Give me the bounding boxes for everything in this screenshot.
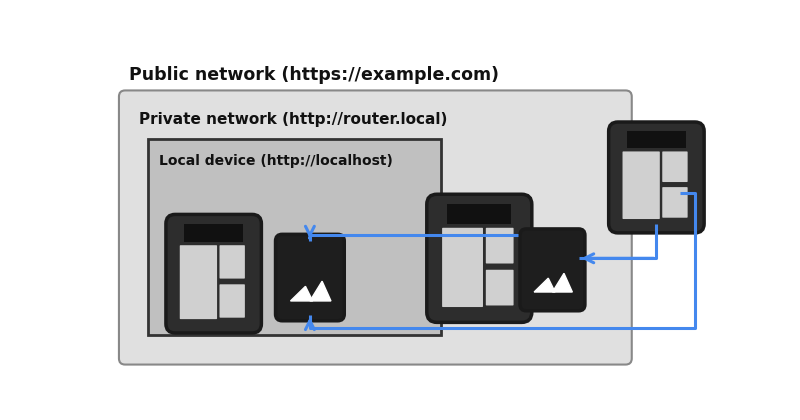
- FancyBboxPatch shape: [622, 152, 660, 219]
- FancyBboxPatch shape: [662, 152, 688, 182]
- Polygon shape: [553, 273, 572, 292]
- FancyBboxPatch shape: [148, 139, 441, 335]
- FancyBboxPatch shape: [119, 90, 632, 365]
- Polygon shape: [627, 131, 686, 148]
- Polygon shape: [447, 205, 511, 224]
- FancyBboxPatch shape: [219, 245, 245, 278]
- FancyBboxPatch shape: [520, 229, 585, 311]
- FancyBboxPatch shape: [662, 187, 688, 218]
- FancyBboxPatch shape: [442, 228, 483, 307]
- Text: Private network (http://router.local): Private network (http://router.local): [139, 112, 447, 127]
- FancyBboxPatch shape: [486, 228, 514, 263]
- FancyBboxPatch shape: [275, 234, 344, 321]
- FancyBboxPatch shape: [166, 214, 262, 333]
- FancyBboxPatch shape: [609, 122, 704, 233]
- Polygon shape: [290, 286, 313, 301]
- Polygon shape: [310, 281, 331, 301]
- Text: Public network (https://example.com): Public network (https://example.com): [129, 66, 499, 84]
- FancyBboxPatch shape: [486, 270, 514, 305]
- Polygon shape: [184, 223, 243, 241]
- Polygon shape: [534, 278, 555, 292]
- FancyBboxPatch shape: [426, 194, 532, 323]
- FancyBboxPatch shape: [180, 245, 217, 319]
- FancyBboxPatch shape: [219, 284, 245, 318]
- Text: Local device (http://localhost): Local device (http://localhost): [159, 153, 393, 168]
